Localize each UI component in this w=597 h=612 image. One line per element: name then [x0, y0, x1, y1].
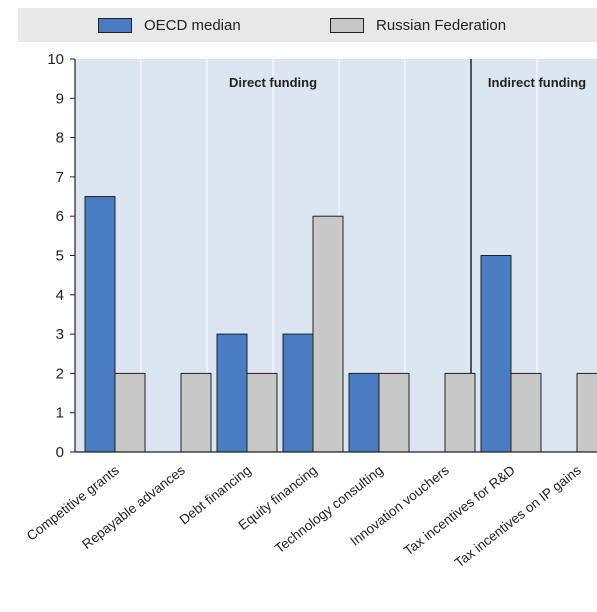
bar-oecd-median — [480, 255, 512, 453]
legend-label-russian-federation: Russian Federation — [376, 16, 507, 34]
group-label: Direct funding — [229, 75, 317, 90]
legend-swatch-russian-federation — [330, 17, 364, 33]
bar-russian-federation — [378, 372, 410, 453]
bar-russian-federation — [444, 372, 476, 453]
y-tick-label: 3 — [56, 326, 64, 343]
y-tick-label: 7 — [56, 169, 64, 186]
bar-russian-federation — [180, 372, 212, 453]
legend-item-russian-federation: Russian Federation — [330, 16, 507, 34]
bar-oecd-median — [348, 372, 380, 453]
y-tick-label: 0 — [56, 444, 64, 461]
y-tick-label: 2 — [56, 365, 64, 382]
y-tick-label: 5 — [56, 248, 64, 265]
y-tick-label: 9 — [56, 90, 64, 107]
legend-item-oecd-median: OECD median — [98, 16, 241, 34]
bar-oecd-median — [216, 333, 248, 453]
y-tick-label: 4 — [56, 287, 64, 304]
bar-russian-federation — [510, 372, 542, 453]
bar-russian-federation — [246, 372, 278, 453]
legend: OECD median Russian Federation — [18, 8, 597, 42]
legend-label-oecd-median: OECD median — [144, 16, 241, 34]
y-tick-label: 8 — [56, 130, 64, 147]
bar-russian-federation — [312, 215, 344, 453]
x-tick-label: Technology consulting — [272, 463, 386, 557]
y-tick-label: 10 — [47, 51, 64, 68]
group-label: Indirect funding — [488, 75, 586, 90]
y-tick-label: 1 — [56, 405, 64, 422]
y-tick-label: 6 — [56, 208, 64, 225]
legend-swatch-oecd-median — [98, 17, 132, 33]
bar-oecd-median — [84, 196, 116, 453]
x-tick-label: Tax incentives on IP gains — [452, 462, 584, 570]
x-tick-label: Tax incentives for R&D — [401, 462, 518, 558]
bar-russian-federation — [576, 372, 597, 453]
bar-oecd-median — [282, 333, 314, 453]
bar-russian-federation — [114, 372, 146, 453]
